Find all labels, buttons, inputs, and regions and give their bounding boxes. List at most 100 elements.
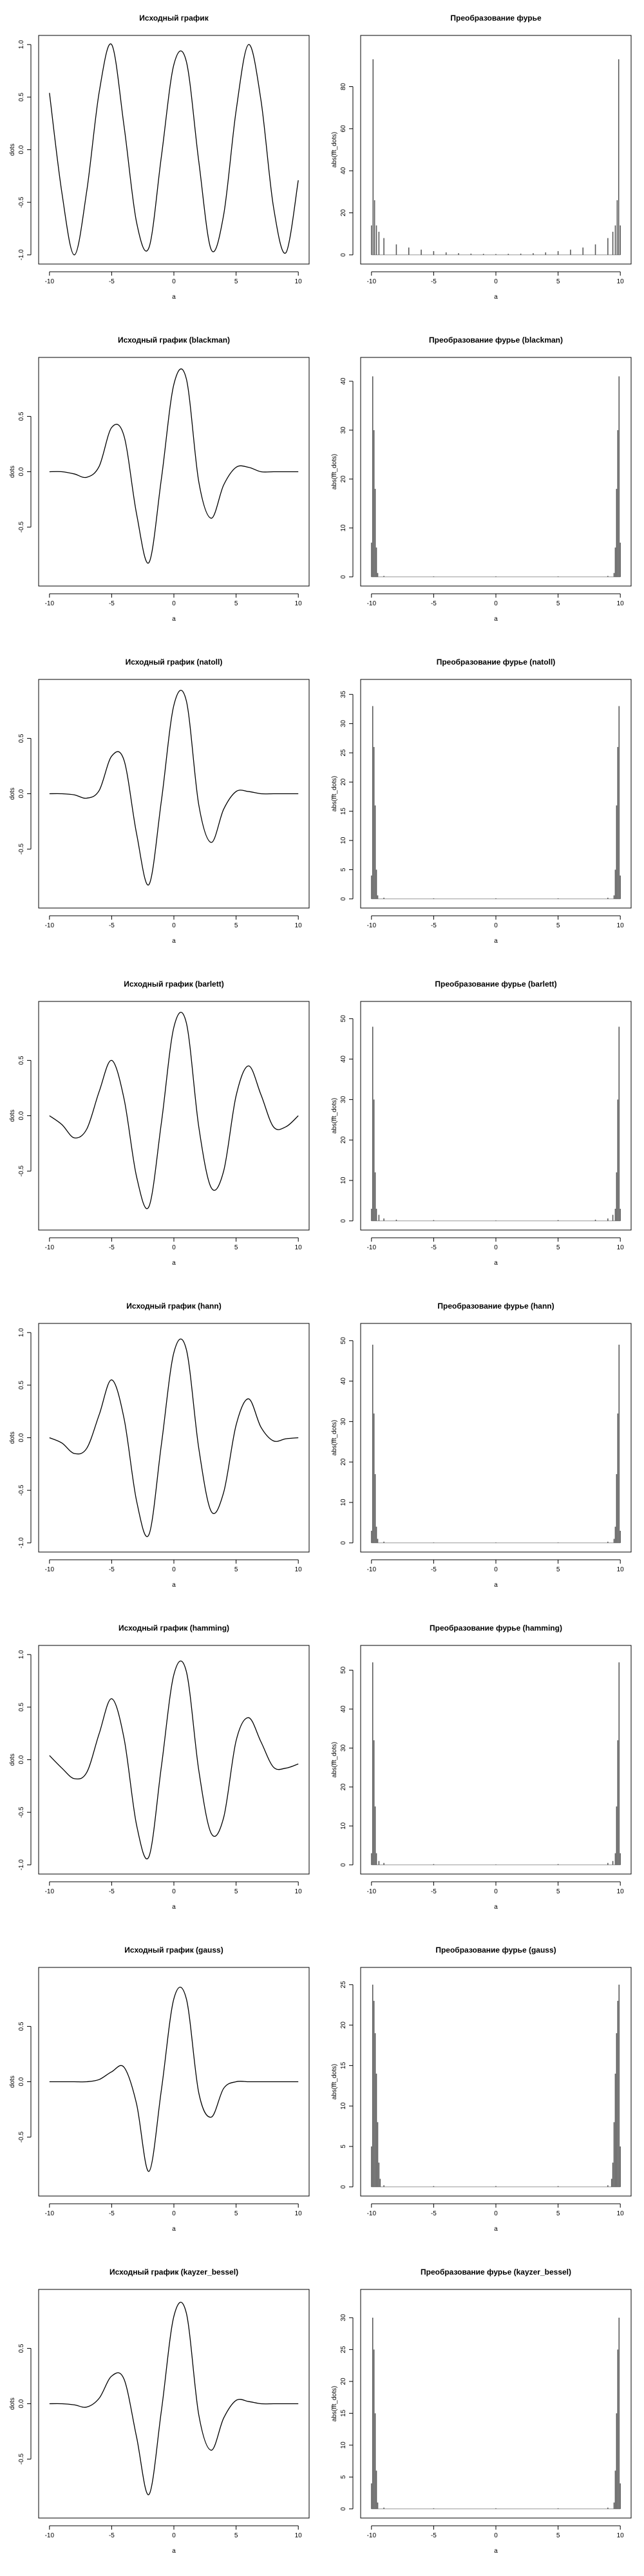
y-tick-label: 0 (340, 1541, 347, 1545)
spectrum-bar (372, 59, 374, 255)
y-tick-label: 60 (340, 125, 347, 133)
signal-curve (49, 1338, 299, 1537)
spectrum-bar (383, 576, 384, 577)
panel-15: Преобразование фурье (kayzer_bessel) -10 -… (331, 2268, 632, 2555)
spectrum-bar (614, 869, 616, 899)
spectrum-bar (374, 1172, 376, 1221)
spectrum-bar (557, 576, 559, 577)
spectrum-bar (614, 2073, 616, 2187)
spectrum-bar (374, 1806, 376, 1865)
x-axis-label: a (494, 616, 498, 623)
spectrum-bar (557, 898, 559, 899)
spectrum-bar (373, 2349, 375, 2509)
spectrum-bar (373, 1413, 375, 1543)
x-tick-label: 0 (494, 278, 498, 285)
x-tick-label: 5 (234, 600, 238, 607)
spectrum-bar (613, 2502, 615, 2509)
spectrum-bar (607, 897, 609, 899)
signal-curve (49, 1012, 299, 1209)
y-tick-label: -0.5 (18, 2453, 25, 2465)
chart-title: Исходный график (hamming) (118, 1624, 229, 1633)
y-tick-label: 25 (340, 749, 347, 757)
x-tick-label: 0 (172, 1888, 176, 1895)
y-tick-label: -1.0 (18, 1537, 25, 1549)
spectrum-bar (375, 547, 377, 577)
chart-title: Исходный график (hann) (126, 1302, 221, 1311)
x-tick-label: 5 (556, 1888, 560, 1895)
y-axis-label: abs(fft_dots) (331, 454, 338, 489)
x-axis-label: a (494, 2548, 498, 2555)
x-tick-label: 10 (295, 2210, 303, 2217)
x-tick-label: -5 (109, 2532, 115, 2539)
spectrum-bar (557, 251, 559, 255)
chart-title: Исходный график (barlett) (124, 980, 223, 989)
y-tick-label: 30 (340, 720, 347, 728)
x-tick-label: -10 (45, 278, 55, 285)
x-tick-label: 5 (556, 2210, 560, 2217)
spectrum-bar (375, 2073, 377, 2187)
spectrum-bar (377, 2502, 379, 2509)
plot-frame (360, 1323, 632, 1553)
y-tick-label: -0.5 (18, 196, 25, 208)
spectrum-bar (371, 225, 372, 255)
x-tick-label: -5 (431, 2210, 437, 2217)
chart-title: Исходный график (kayzer_bessel) (109, 2268, 238, 2277)
spectrum-bar (374, 1474, 376, 1543)
x-tick-label: -5 (109, 1566, 115, 1573)
y-tick-label: 0.5 (18, 2344, 25, 2353)
spectrum-bar (371, 542, 372, 577)
y-tick-label: 80 (340, 83, 347, 91)
x-tick-label: 10 (295, 1566, 303, 1573)
chart-title: Преобразование фурье (gauss) (435, 1946, 556, 1955)
spectrum-bar (374, 489, 376, 577)
y-tick-label: 10 (340, 2102, 347, 2110)
y-tick-label: 20 (340, 2022, 347, 2029)
spectrum-bar (617, 1413, 619, 1543)
x-tick-label: 5 (556, 922, 560, 929)
plot-frame (360, 35, 632, 265)
plot-frame (38, 679, 310, 909)
x-tick-label: 5 (234, 278, 238, 285)
plot-frame (38, 357, 310, 587)
x-tick-label: 5 (234, 1566, 238, 1573)
x-tick-label: -10 (367, 922, 377, 929)
x-tick-label: 10 (617, 1888, 625, 1895)
y-tick-label: 25 (340, 2345, 347, 2353)
spectrum-bar (373, 430, 375, 577)
y-tick-label: -0.5 (18, 1806, 25, 1818)
y-tick-label: 0.5 (18, 734, 25, 743)
spectrum-bar (617, 746, 619, 899)
x-tick-label: -5 (431, 1888, 437, 1895)
x-axis-label: a (494, 1904, 498, 1911)
spectrum-bar (433, 1542, 435, 1543)
y-tick-label: 0.0 (18, 145, 25, 154)
spectrum-bar (612, 1861, 614, 1865)
x-axis-label: a (172, 1904, 176, 1911)
x-axis-label: a (172, 1582, 176, 1589)
spectrum-bar (616, 805, 618, 899)
y-tick-label: 30 (340, 426, 347, 434)
spectrum-bar (495, 576, 497, 577)
x-tick-label: 5 (234, 2210, 238, 2217)
spectrum-bar (620, 875, 621, 899)
y-tick-label: 10 (340, 2441, 347, 2449)
x-tick-label: 10 (617, 922, 625, 929)
y-tick-label: 40 (340, 1056, 347, 1063)
x-tick-label: -10 (367, 278, 377, 285)
x-tick-label: -10 (367, 2532, 377, 2539)
x-tick-label: -5 (109, 1888, 115, 1895)
y-axis-label: abs(fft_dots) (331, 1742, 338, 1777)
x-tick-label: 10 (295, 278, 303, 285)
spectrum-bar (383, 2507, 384, 2509)
y-axis-label: abs(fft_dots) (331, 132, 338, 167)
spectrum-bar (458, 253, 459, 255)
spectrum-bar (614, 225, 616, 255)
spectrum-bar (613, 895, 615, 899)
signal-curve (49, 1660, 299, 1860)
spectrum-bar (372, 1662, 374, 1865)
y-tick-label: 0 (340, 253, 347, 257)
spectrum-bar (372, 1984, 374, 2187)
spectrum-bar (614, 1526, 616, 1543)
spectrum-bar (383, 897, 384, 899)
spectrum-bar (383, 2185, 384, 2187)
